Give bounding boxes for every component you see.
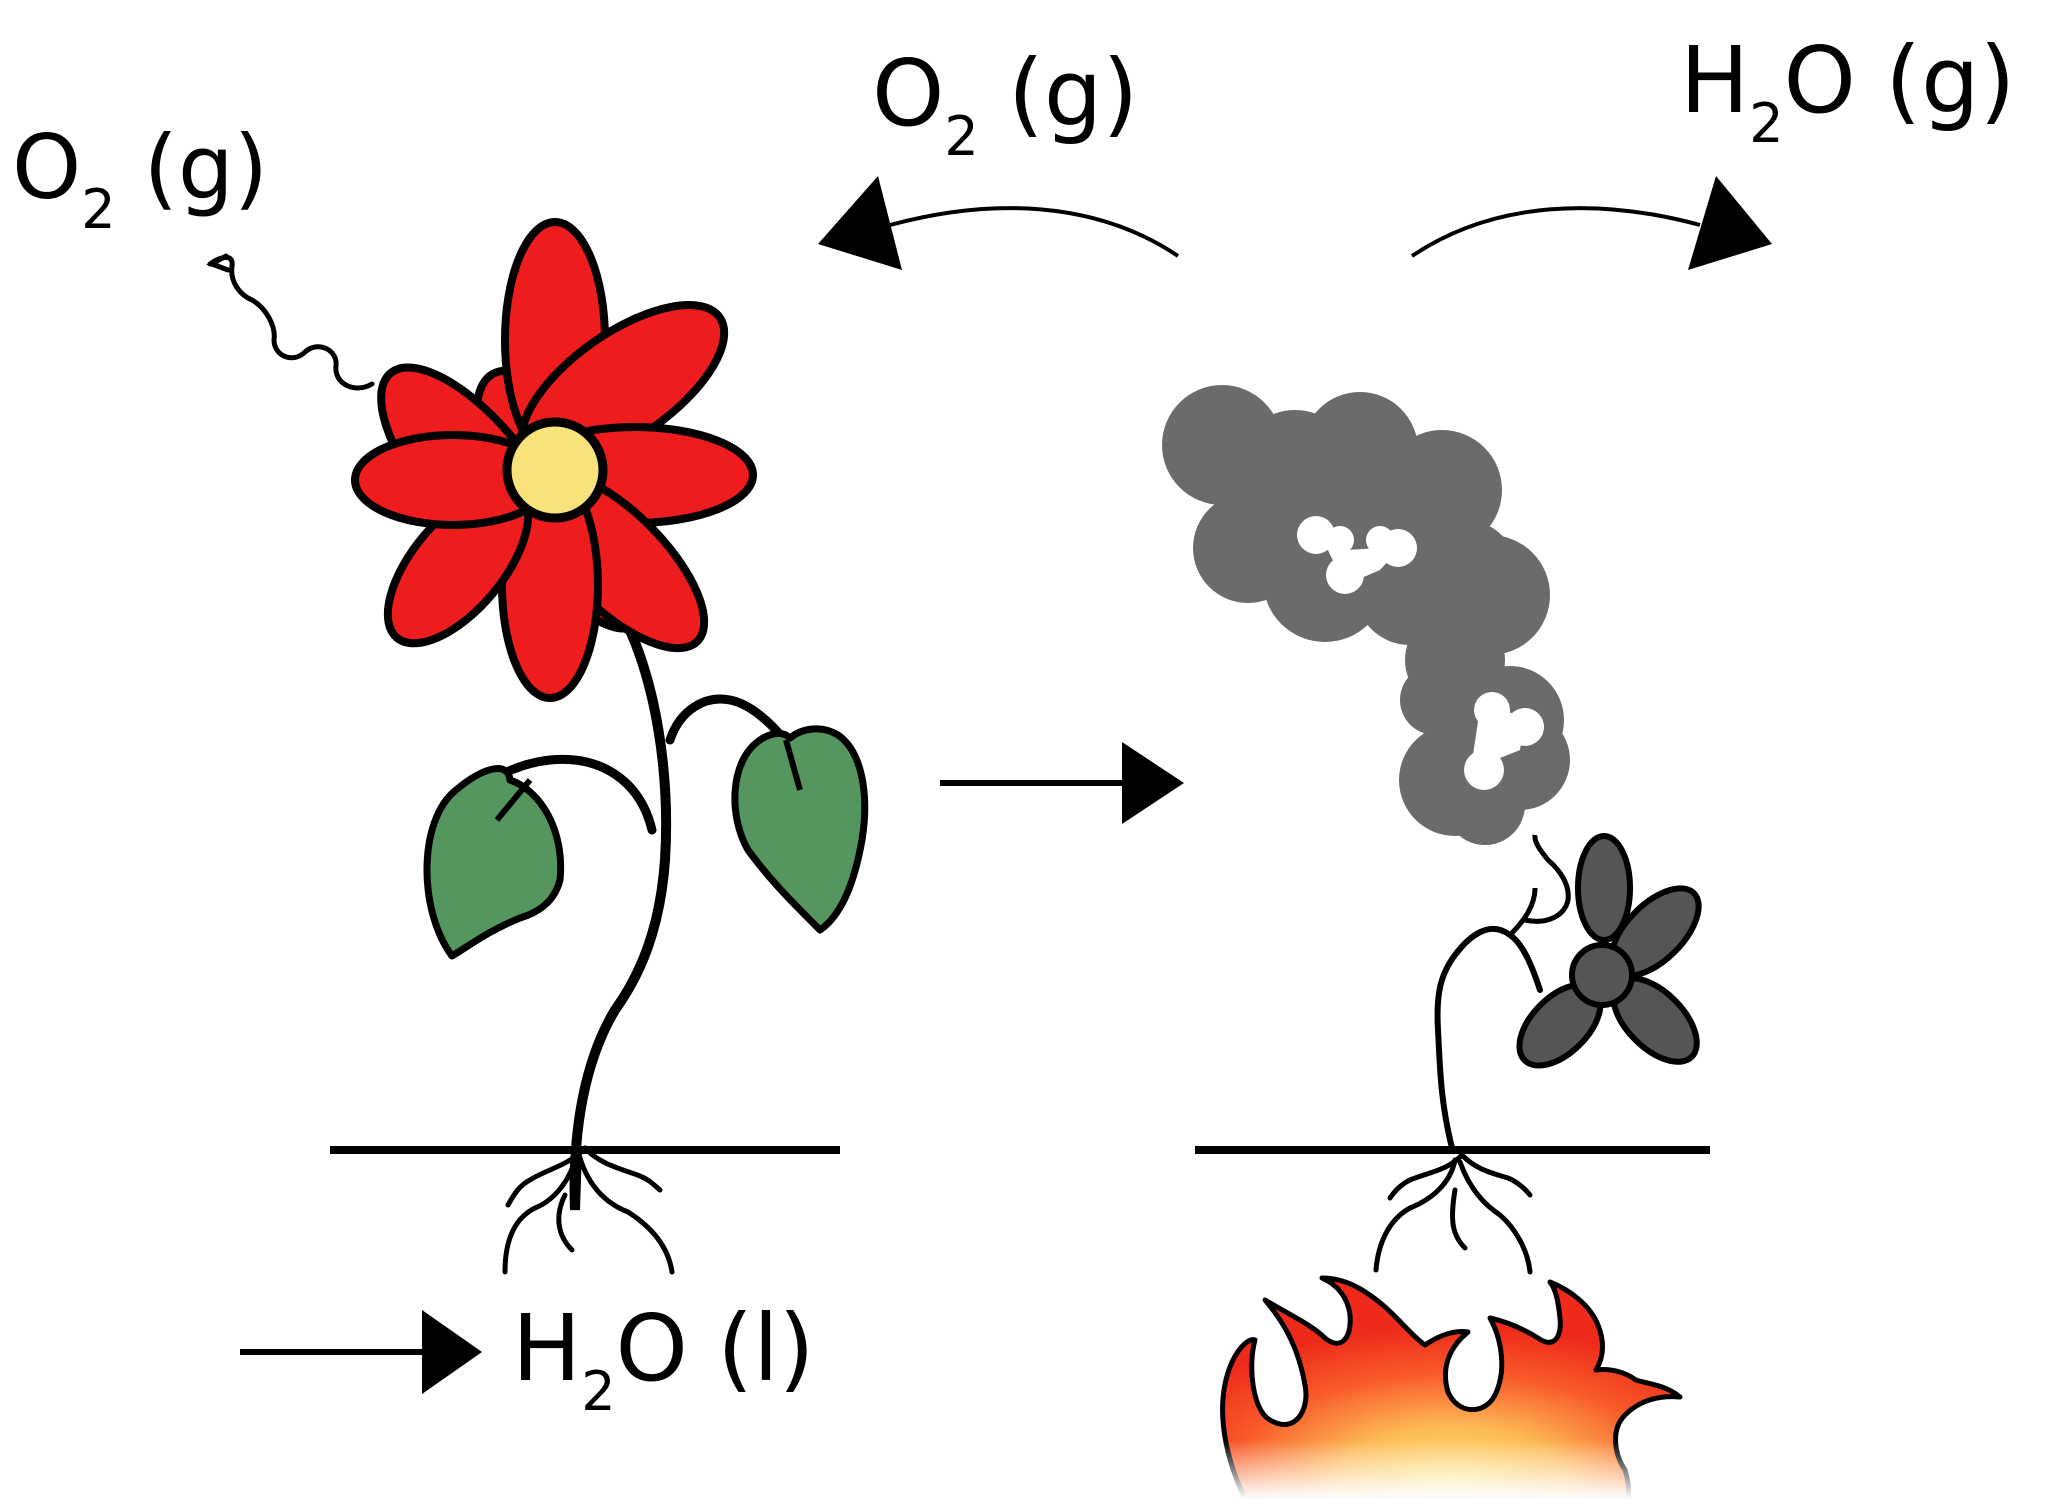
- o2-top-label: O2 (g): [872, 40, 1138, 168]
- curved-arrow-right-icon: [1410, 176, 1772, 270]
- o2-left-label: O2 (g): [12, 116, 268, 241]
- flower-center-icon: [502, 417, 608, 523]
- fire-icon: [1200, 1275, 1700, 1502]
- h2o-bottom-label: H2O (l): [512, 1295, 815, 1423]
- water-arrow-icon: [240, 1310, 482, 1394]
- squiggle-arrow-icon: [206, 253, 375, 391]
- curved-arrow-left-icon: [818, 176, 1180, 270]
- reaction-arrow-icon: [940, 742, 1184, 824]
- healthy-flower-icon: [351, 218, 869, 1275]
- smoke-holes: [1297, 516, 1544, 790]
- burnt-flower-icon: [1373, 833, 1702, 1275]
- h2o-top-label: H2O (g): [1680, 27, 2015, 155]
- smoke-cloud-icon: [1162, 385, 1570, 845]
